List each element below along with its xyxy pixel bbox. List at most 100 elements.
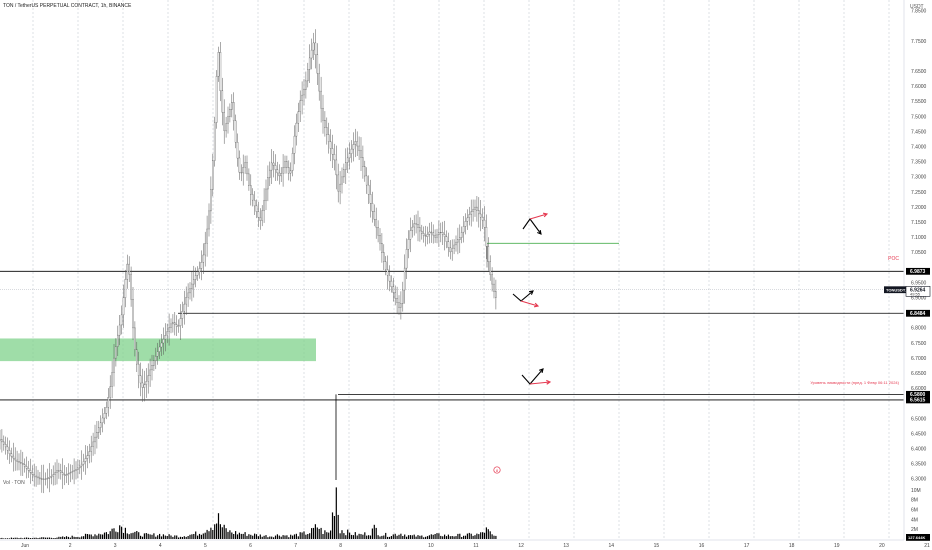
horizontal-levels[interactable]	[0, 242, 904, 480]
candle-body	[46, 477, 49, 480]
candle-body	[443, 234, 446, 237]
candle-body	[478, 210, 480, 215]
volume-bar	[217, 513, 220, 539]
candle-body	[132, 299, 134, 329]
volume-bar	[50, 537, 52, 539]
candle-body	[16, 459, 18, 462]
candles	[0, 29, 497, 494]
candle-body	[470, 211, 472, 215]
demand-zone[interactable]	[0, 338, 316, 362]
candle-body	[335, 159, 338, 176]
volume-bar	[236, 534, 239, 539]
poc-label: POC	[888, 256, 899, 262]
volume-bar	[312, 527, 315, 539]
volume-bar	[189, 534, 191, 539]
arrow-upper-red[interactable]	[529, 213, 548, 220]
volume-bar	[69, 537, 71, 539]
candle-body	[82, 461, 85, 465]
candle-body	[390, 280, 393, 287]
volume-bar	[250, 534, 252, 539]
candle-body	[381, 243, 383, 253]
candle-body	[145, 381, 148, 385]
candle-body	[215, 76, 218, 123]
current-symbol-tag: TONUSDT.P	[886, 288, 909, 293]
candle-body	[103, 413, 106, 419]
candle-body	[455, 241, 457, 246]
volume-bar	[354, 532, 356, 539]
candle-body	[25, 466, 28, 469]
volume-bar	[339, 533, 341, 539]
candle-body	[221, 90, 224, 113]
candle-body	[37, 476, 39, 479]
candle-body	[369, 194, 372, 204]
volume-bar	[343, 533, 345, 539]
volume-bar	[459, 533, 461, 539]
alert-marker-icon[interactable]	[493, 466, 501, 474]
candle-body	[160, 342, 163, 348]
candle-body	[284, 161, 286, 168]
volume-bar	[259, 534, 261, 539]
arrow-middle-red[interactable]	[520, 300, 539, 307]
candle-body	[29, 470, 32, 473]
volume-bar	[362, 534, 364, 539]
candle-body	[84, 458, 87, 462]
candle-body	[348, 153, 351, 159]
volume-bar	[286, 535, 288, 539]
volume-bar	[122, 533, 125, 539]
candle-body	[99, 422, 102, 428]
candle-body	[293, 135, 296, 154]
candle-body	[379, 235, 381, 244]
volume-label: Vol · TON	[3, 480, 25, 486]
price-axis[interactable]: 7.8500 7.7500 7.6500 7.6000 7.5500 7.5000 7.45…	[911, 9, 927, 483]
candle-body	[187, 292, 189, 298]
volume-bar	[185, 536, 187, 539]
volume-bar	[280, 536, 282, 539]
candle-body	[109, 386, 111, 398]
projection-arrows[interactable]	[512, 212, 552, 385]
candle-body	[73, 470, 75, 472]
candle-body	[396, 298, 398, 303]
volume-bar	[117, 532, 119, 539]
volume-bar	[449, 536, 451, 539]
volume-bar	[56, 537, 58, 539]
volume-bar	[335, 487, 337, 539]
volume-bar	[64, 537, 66, 539]
volume-bar	[388, 536, 391, 539]
candle-body	[151, 365, 153, 371]
price-tick-label: 6.7000	[911, 356, 927, 362]
arrow-lower-red[interactable]	[529, 381, 551, 385]
time-axis[interactable]: Jun2345678910111213141516171819202122	[21, 543, 932, 549]
volume-bar	[265, 535, 267, 539]
volume-bar	[267, 537, 269, 539]
volume-bar	[73, 536, 75, 539]
candle-body	[27, 468, 30, 471]
currency-label[interactable]: USDT	[910, 4, 924, 10]
candle-body	[60, 470, 62, 473]
candle-body	[162, 339, 165, 344]
volume-bar	[83, 536, 85, 539]
candle-body	[79, 465, 81, 469]
volume-bar	[360, 534, 362, 539]
volume-bar	[5, 538, 7, 539]
candle-body	[339, 183, 341, 192]
candle-body	[10, 453, 13, 457]
candle-body	[61, 472, 64, 475]
volume-bar	[284, 535, 286, 539]
candle-body	[428, 231, 431, 235]
candle-body	[122, 297, 125, 316]
candle-body	[185, 297, 187, 305]
candle-body	[255, 205, 258, 212]
volume-bar	[71, 535, 73, 539]
candle-body	[310, 49, 313, 59]
candle-body	[365, 175, 368, 186]
time-tick-label: 7	[294, 543, 297, 549]
candle-body	[327, 134, 330, 142]
volume-bar	[273, 537, 275, 539]
time-tick-label: 16	[699, 543, 705, 549]
volume-bar	[132, 532, 134, 539]
candle-body	[206, 228, 208, 244]
volume-bar	[369, 535, 372, 539]
current-price-tag: 6.9264	[910, 287, 926, 293]
volume-bar	[293, 534, 296, 539]
